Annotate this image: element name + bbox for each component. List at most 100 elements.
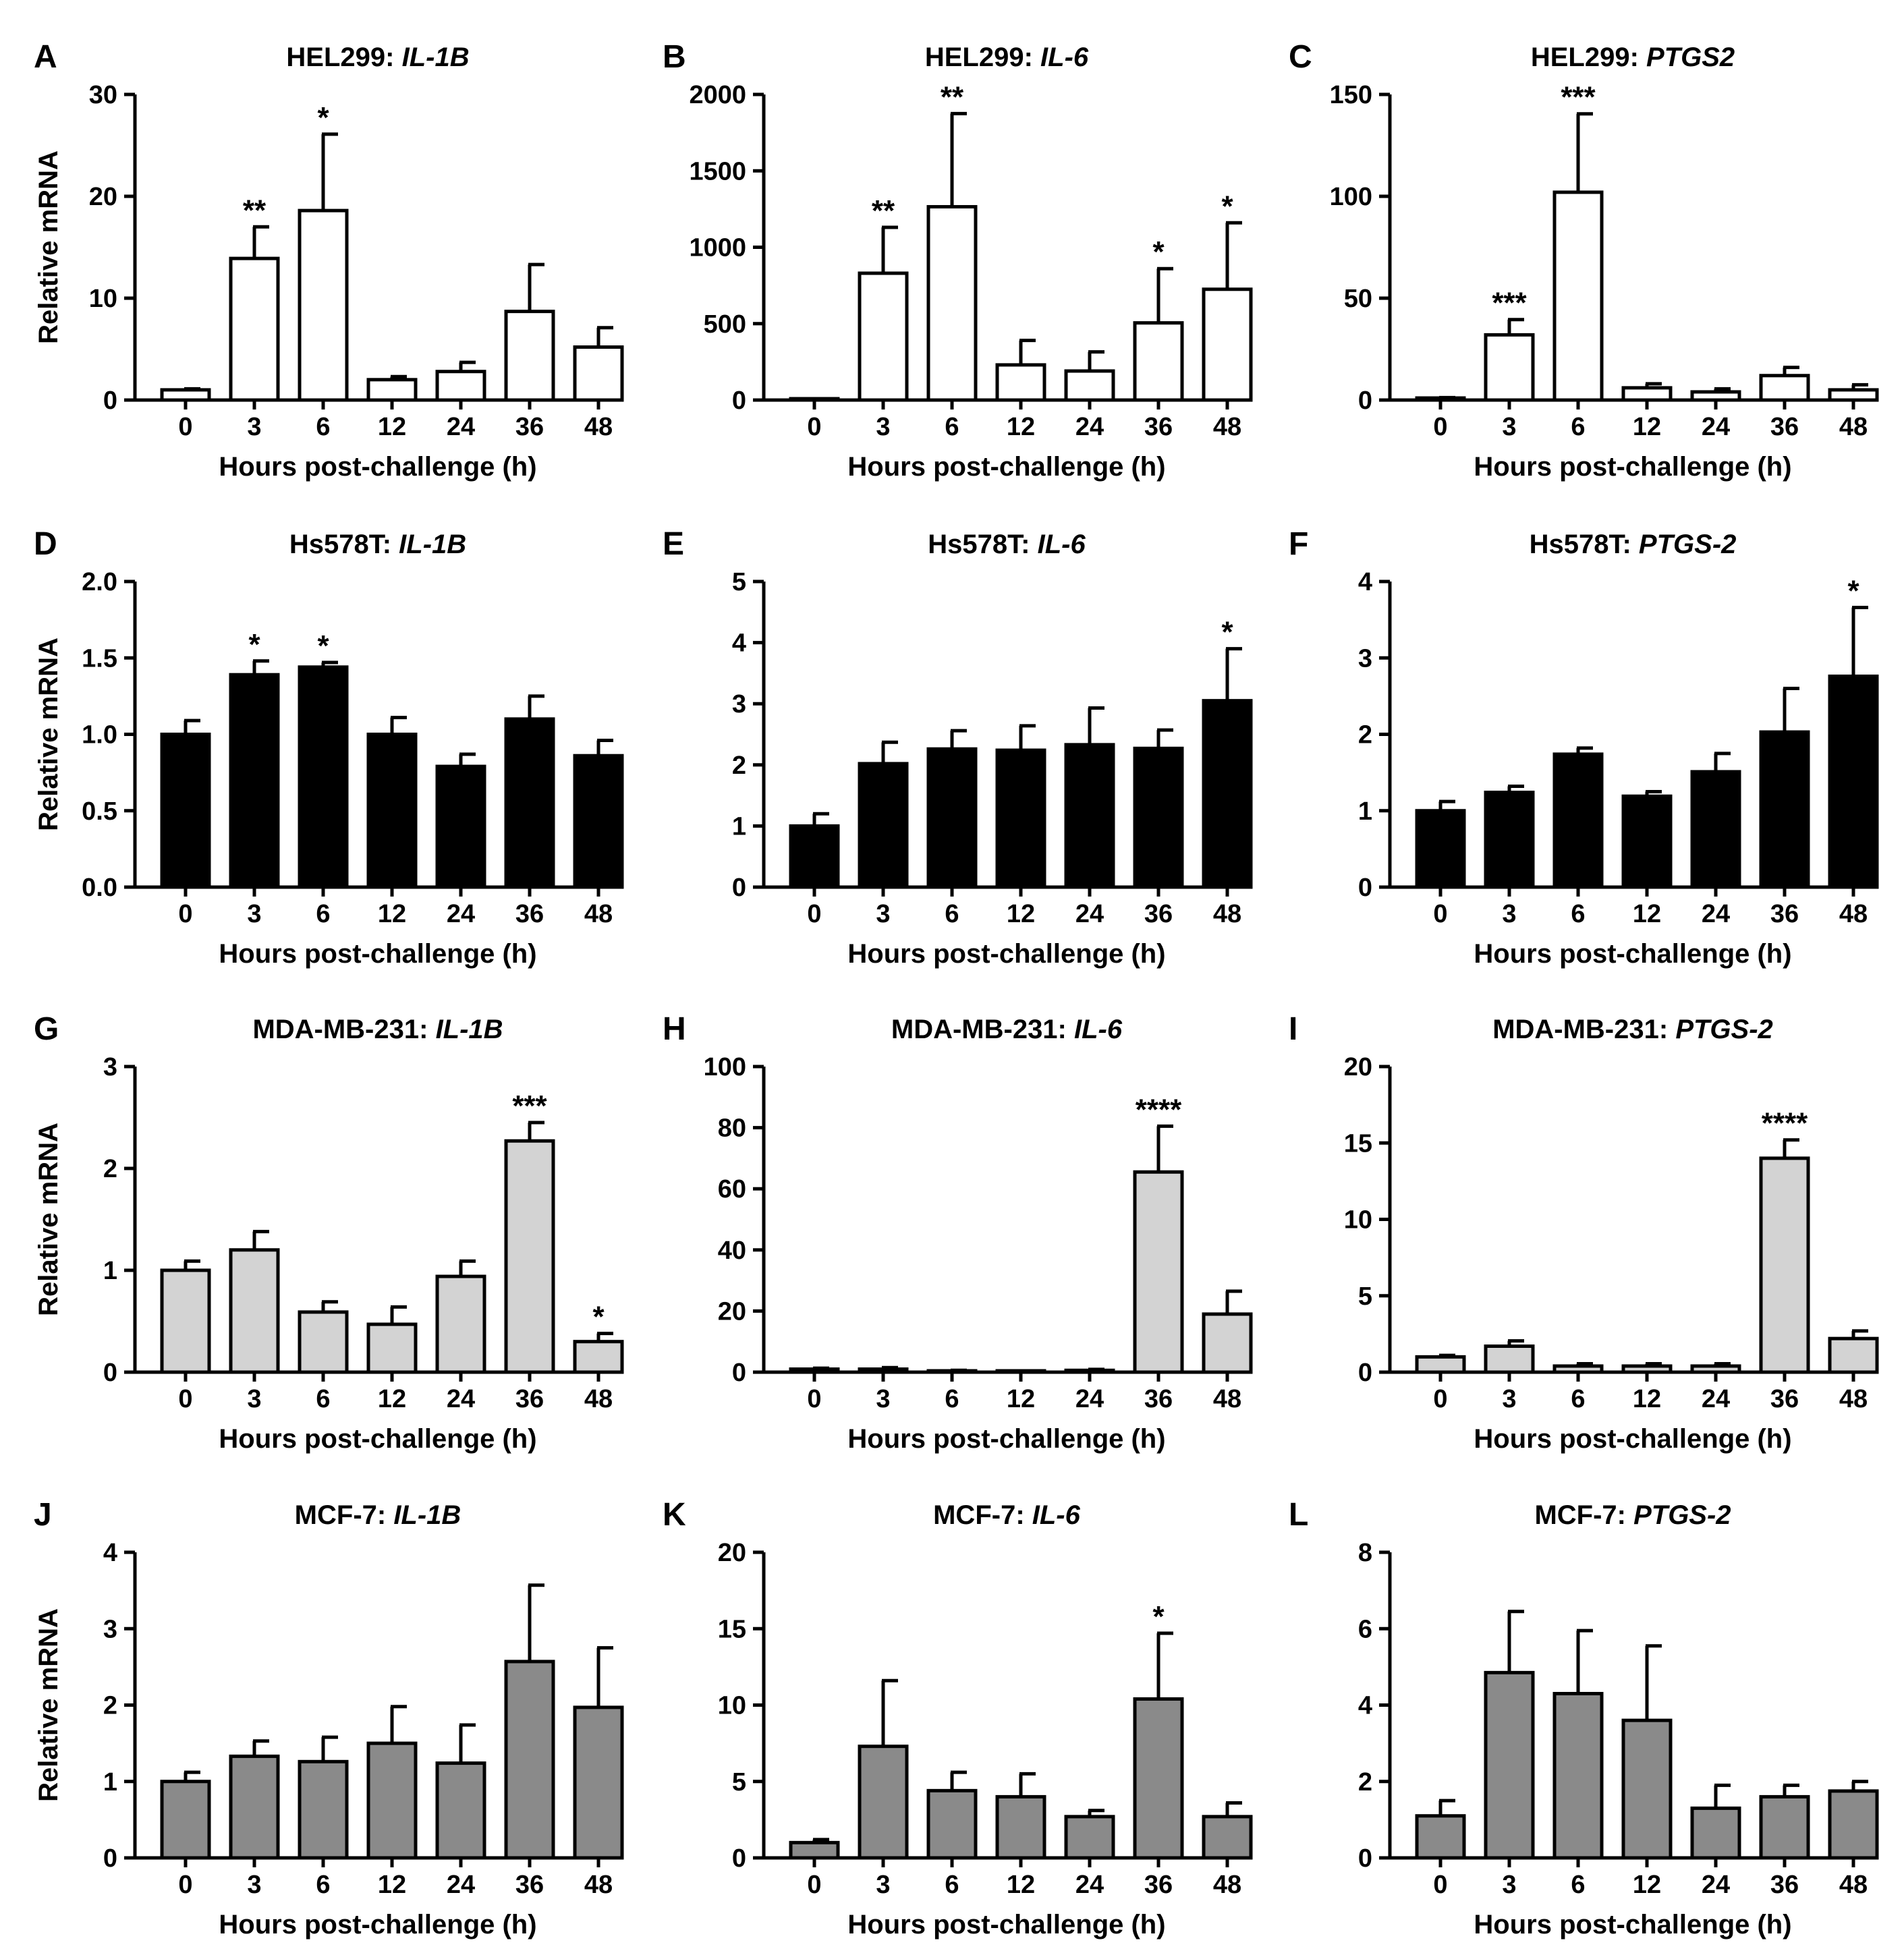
bar — [926, 747, 978, 889]
x-tick-label: 0 — [178, 413, 192, 441]
bar — [1064, 1815, 1115, 1860]
y-tick-label: 5 — [732, 568, 746, 596]
x-tick-label: 24 — [1702, 413, 1730, 441]
bar — [160, 733, 211, 889]
panel-title-gene: IL-6 — [1038, 530, 1086, 559]
x-tick-label: 3 — [876, 1385, 890, 1413]
panel-title-gene: PTGS2 — [1646, 43, 1735, 72]
y-tick-label: 10 — [89, 285, 117, 313]
panel-title-gene: IL-6 — [1040, 43, 1089, 72]
bar — [160, 1268, 211, 1374]
bar — [1202, 1312, 1253, 1374]
x-tick-label: 24 — [1075, 413, 1104, 441]
bar — [160, 1780, 211, 1860]
x-tick-label: 24 — [1702, 900, 1730, 928]
significance-label: ** — [872, 194, 895, 227]
bar — [1621, 794, 1673, 889]
x-tick-label: 6 — [945, 1385, 959, 1413]
y-tick-label: 1 — [103, 1257, 117, 1285]
significance-label: * — [248, 628, 260, 661]
x-tick-label: 36 — [1144, 413, 1173, 441]
x-tick-label: 36 — [515, 1385, 544, 1413]
x-tick-label: 0 — [807, 413, 821, 441]
bar — [1828, 1789, 1879, 1860]
x-tick-label: 48 — [1213, 900, 1241, 928]
x-tick-label: 3 — [247, 1385, 261, 1413]
bar — [1552, 752, 1604, 889]
x-tick-label: 6 — [316, 900, 330, 928]
panel-title-cell-line: MCF-7: — [933, 1500, 1032, 1530]
panel-title: Hs578T: IL-6 — [928, 530, 1086, 559]
y-tick-label: 15 — [718, 1615, 746, 1643]
y-tick-label: 1.0 — [82, 721, 117, 749]
bar — [1064, 369, 1115, 402]
x-tick-label: 12 — [1633, 900, 1661, 928]
x-tick-label: 12 — [1633, 1385, 1661, 1413]
bar — [229, 673, 280, 889]
panel-g: G MDA-MB-231: IL-1B0 3 6 12 24***36*480123Hou… — [34, 1011, 624, 1454]
x-tick-label: 0 — [178, 1871, 192, 1899]
x-tick-label: 0 — [807, 1385, 821, 1413]
significance-label: * — [317, 101, 329, 134]
bar — [298, 1759, 349, 1860]
bar — [1552, 1692, 1604, 1860]
x-tick-label: 3 — [1502, 1385, 1516, 1413]
y-axis-label: Relative mRNA — [34, 1123, 63, 1316]
x-tick-label: 12 — [1633, 413, 1661, 441]
panel-title-gene: IL-1B — [436, 1015, 503, 1044]
bar — [1690, 770, 1741, 889]
significance-label: * — [1221, 190, 1233, 223]
x-tick-label: 12 — [378, 1385, 406, 1413]
panel-letter: A — [34, 39, 57, 75]
panel-title-cell-line: HEL299: — [1531, 43, 1646, 72]
panel-letter: E — [663, 526, 684, 562]
panel-i: I MDA-MB-231: PTGS-20 3 6 12 24****36 48051015… — [1289, 1011, 1879, 1454]
bar — [298, 665, 349, 889]
x-tick-label: 12 — [378, 900, 406, 928]
panel-d: D Hs578T: IL-1B 0 * 3 * 6 12 24 36 48 0.0 0.5 1.0 1.5 2… — [34, 526, 624, 969]
x-tick-label: 0 — [1433, 413, 1447, 441]
y-tick-label: 80 — [718, 1114, 746, 1143]
x-tick-label: 6 — [316, 413, 330, 441]
bar — [573, 1705, 624, 1860]
panel-title: HEL299: IL-1B — [286, 43, 469, 72]
bar — [1690, 1806, 1741, 1860]
x-tick-label: 0 — [807, 900, 821, 928]
panel-letter: F — [1289, 526, 1308, 562]
bar — [1202, 287, 1253, 402]
bar — [1133, 1170, 1184, 1374]
y-tick-label: 1500 — [689, 157, 746, 186]
significance-label: *** — [1561, 81, 1596, 114]
bar — [504, 1139, 555, 1374]
x-tick-label: 48 — [1839, 1385, 1868, 1413]
y-tick-label: 15 — [1344, 1129, 1372, 1158]
y-tick-label: 150 — [1330, 81, 1372, 109]
significance-label: * — [1221, 616, 1233, 649]
y-tick-label: 2 — [103, 1155, 117, 1183]
y-tick-label: 0 — [103, 1359, 117, 1387]
y-tick-label: 0 — [103, 387, 117, 415]
x-tick-label: 6 — [1571, 1871, 1585, 1899]
y-tick-label: 0 — [732, 387, 746, 415]
x-tick-label: 48 — [584, 1871, 613, 1899]
x-tick-label: 6 — [1571, 1385, 1585, 1413]
x-tick-label: 12 — [1007, 1385, 1035, 1413]
x-tick-label: 36 — [515, 413, 544, 441]
x-axis-label: Hours post-challenge (h) — [847, 939, 1165, 969]
bar — [1484, 1344, 1535, 1374]
panel-letter: C — [1289, 39, 1312, 75]
y-tick-label: 0 — [1358, 1844, 1372, 1873]
bar — [298, 1310, 349, 1374]
significance-label: * — [1152, 235, 1165, 268]
y-tick-label: 20 — [718, 1539, 746, 1567]
panel-letter: I — [1289, 1011, 1297, 1047]
y-axis-label: Relative mRNA — [34, 1608, 63, 1802]
panel-a: A HEL299: IL-1B 0 ** 3 * 6 12 24 36 48 0 10 20 30 Hours… — [34, 39, 624, 482]
bar — [366, 378, 418, 402]
x-tick-label: 0 — [807, 1871, 821, 1899]
bar — [1759, 1794, 1810, 1860]
